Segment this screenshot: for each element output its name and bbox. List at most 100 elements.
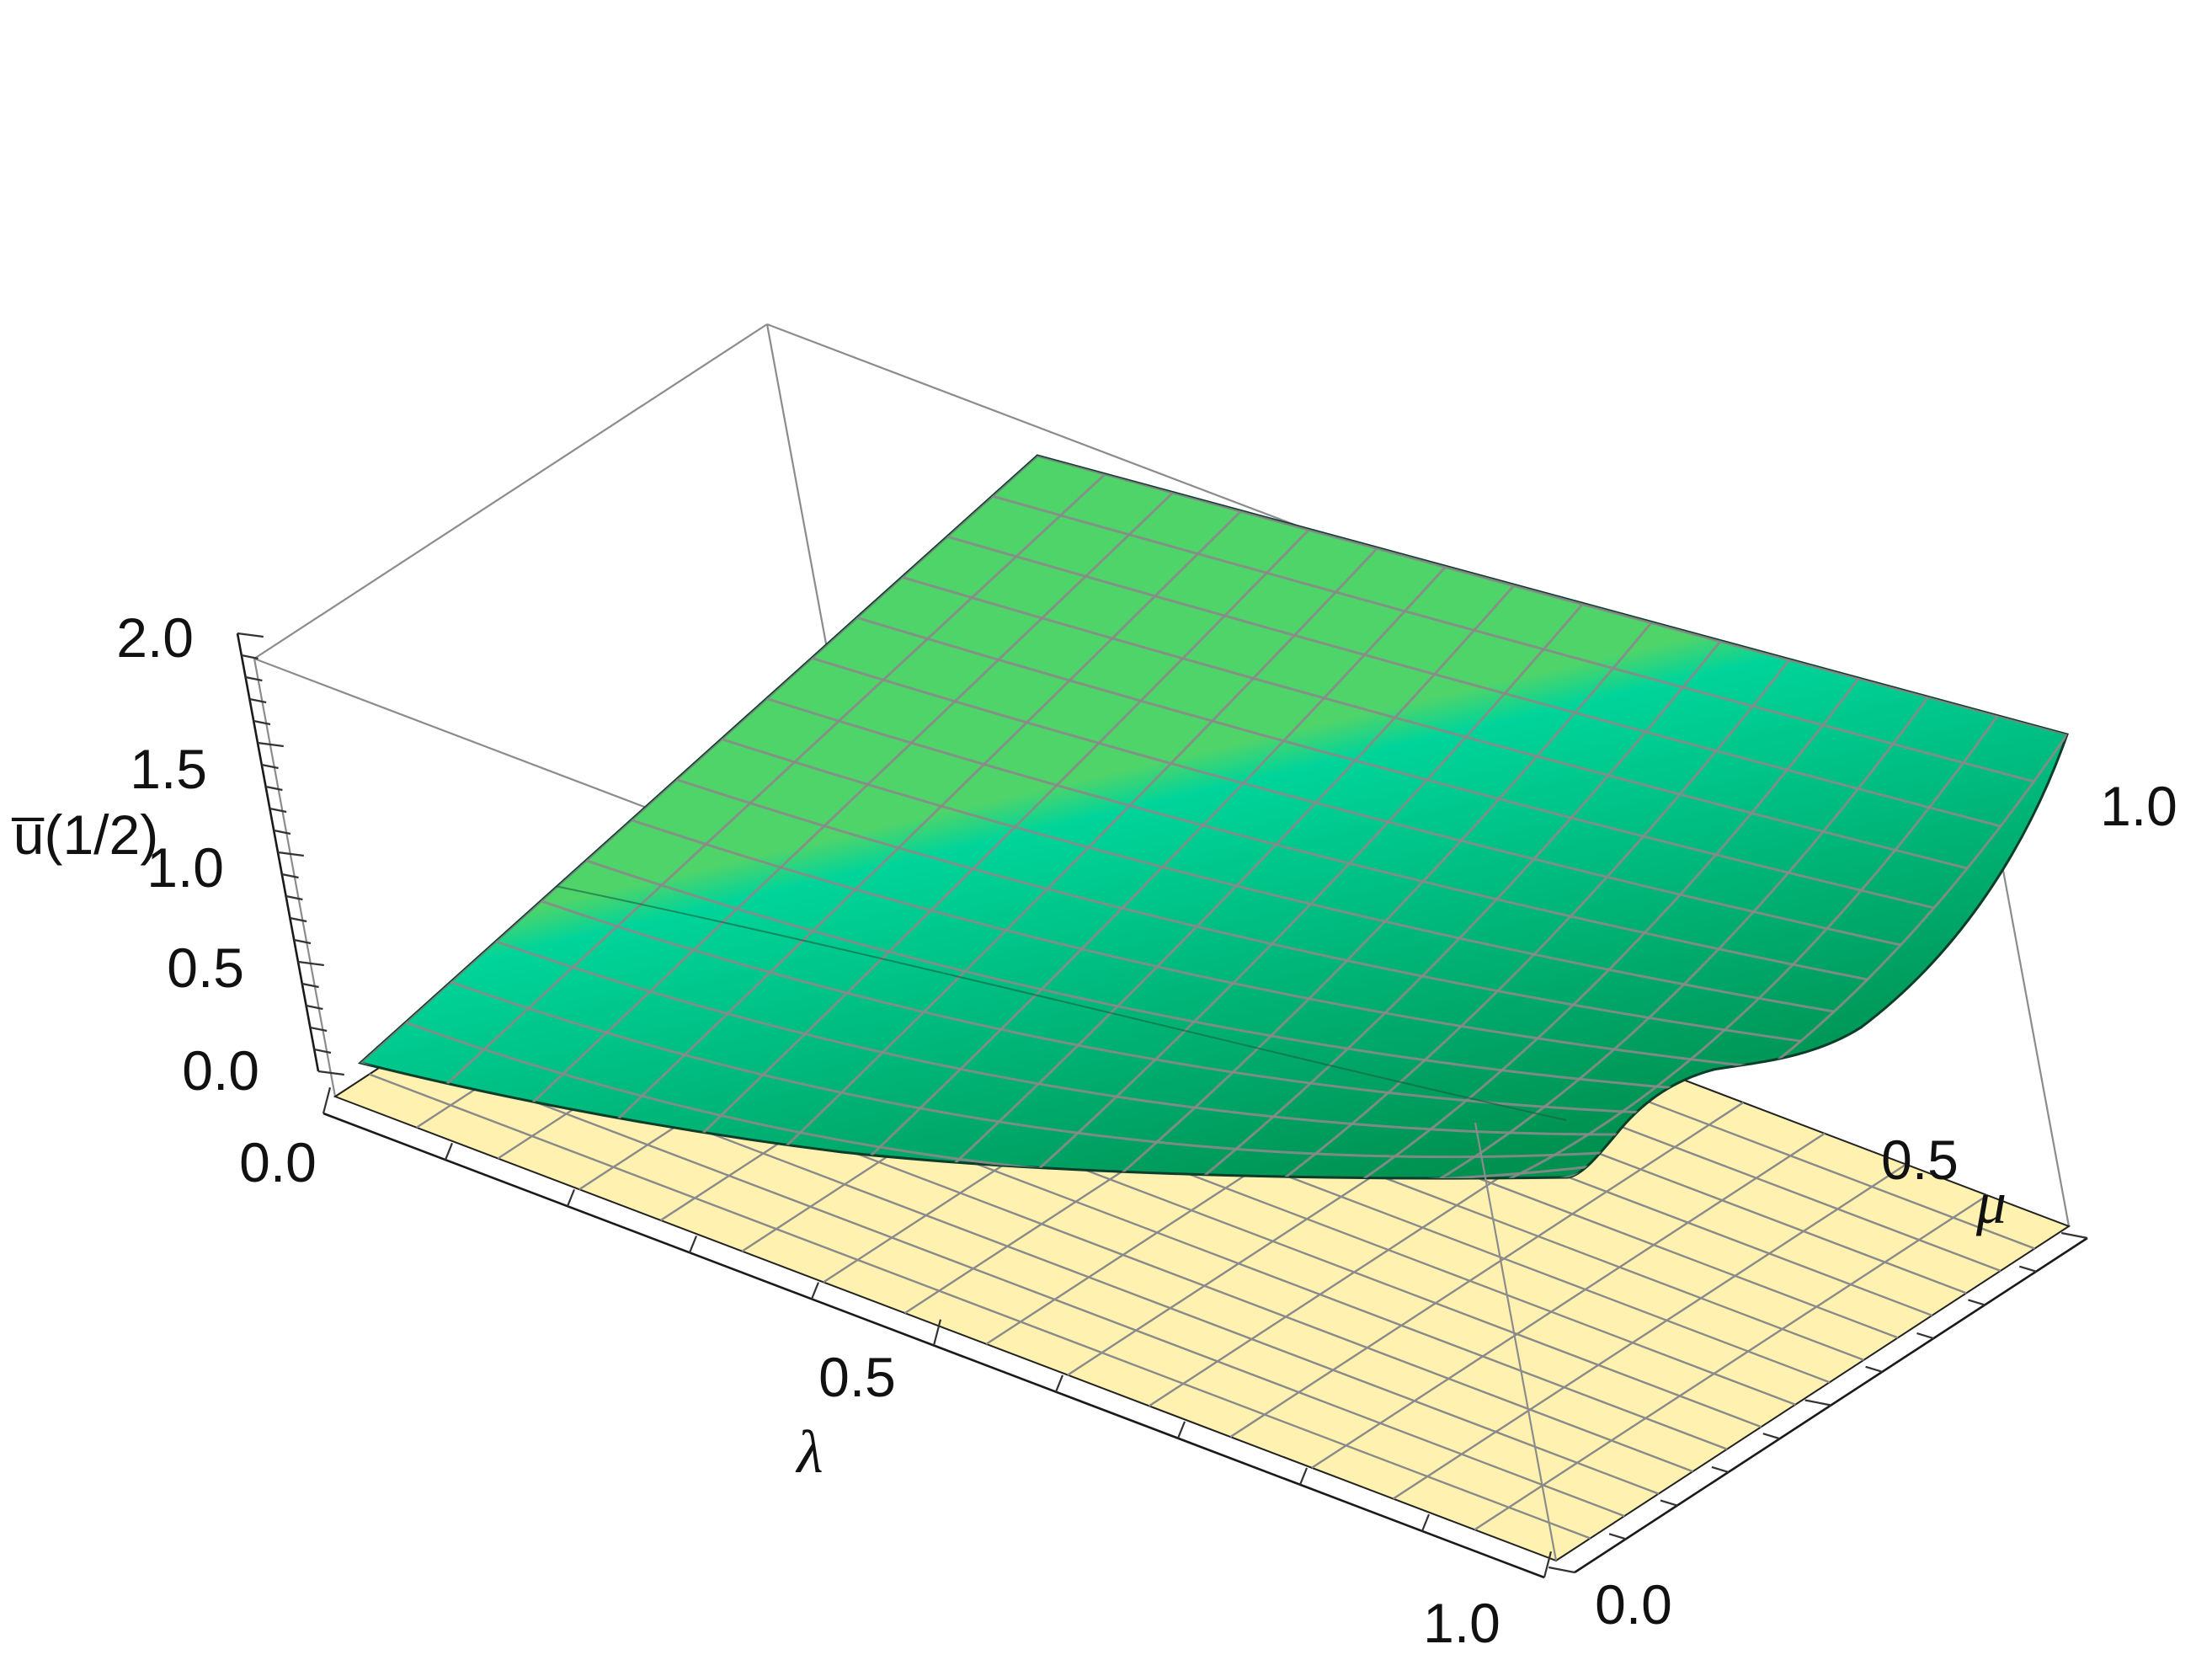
surface-mesh-line: [360, 456, 1039, 1065]
z-tick: [310, 1026, 328, 1033]
lambda-tick: [1420, 1513, 1431, 1532]
y-axis-label: μ: [1975, 1169, 2007, 1236]
z-tick-label: 2.0: [116, 606, 194, 669]
z-tick: [285, 894, 303, 901]
surface-mesh-line: [758, 547, 1378, 1173]
main-surface-mesh: [360, 456, 2067, 1179]
main-surface: [357, 454, 2069, 1180]
z-tick-label: 0.5: [167, 937, 244, 999]
surface-mesh-line: [856, 616, 1935, 910]
surface-mesh-line: [765, 697, 1868, 981]
mu-tick: [2060, 1231, 2088, 1240]
surface-mesh-line: [901, 575, 1968, 870]
surface-mesh-line: [991, 494, 2034, 783]
surface-mesh-line: [495, 940, 1668, 1136]
surface-mesh-line: [1241, 659, 1791, 1179]
z-tick: [253, 719, 271, 726]
z-tick: [265, 785, 283, 792]
bounding-box-front: [1474, 1122, 1558, 1561]
lambda-tick: [1298, 1467, 1309, 1486]
surface-mesh-line: [811, 656, 1901, 947]
surface-mesh-line: [999, 603, 1584, 1179]
axes: 0.0 0.5 1.0 0.0 0.5 1.0 0.0 0.5 1.0 1.5 2.0: [116, 606, 2177, 1654]
surface-mesh-line: [439, 472, 1106, 1092]
mu-tick: [2018, 1265, 2037, 1273]
lambda-tick: [566, 1188, 576, 1207]
lambda-tick: [1543, 1551, 1553, 1578]
mu-tick: [1711, 1465, 1730, 1473]
base-mesh-line: [1311, 1132, 1826, 1469]
mu-tick: [1865, 1365, 1883, 1373]
x-axis-label: λ: [795, 1418, 823, 1486]
z-tick: [261, 763, 279, 770]
surface-mesh-line: [1485, 715, 1999, 1179]
z-tick-label: 1.0: [147, 836, 224, 899]
lambda-tick: [1054, 1374, 1064, 1393]
z-tick: [281, 873, 299, 879]
z-tick: [301, 982, 319, 989]
surface-mesh-line: [675, 778, 1801, 1043]
surface-mesh-line: [405, 1021, 1602, 1179]
mu-tick: [1762, 1433, 1780, 1440]
z-tick-label: 1.5: [130, 738, 207, 800]
surface-mesh-line: [585, 859, 1735, 1094]
base-mesh-line: [369, 1073, 1591, 1540]
surface-mesh-line: [1323, 677, 1860, 1179]
z-tick: [237, 632, 264, 638]
base-mesh-line: [1393, 1163, 1907, 1500]
surface-mesh-line: [631, 819, 1768, 1070]
box-edge: [1474, 1122, 1558, 1561]
lambda-tick: [810, 1282, 820, 1300]
surface-mesh-line: [838, 566, 1447, 1179]
mu-tick: [1804, 1399, 1831, 1406]
mu-tick: [1548, 1566, 1575, 1574]
z-tick-label: 0.0: [182, 1039, 259, 1102]
z-tick: [306, 1004, 323, 1011]
surface-mesh-line: [598, 510, 1242, 1139]
mu-tick: [1916, 1332, 1934, 1340]
z-tick: [257, 741, 284, 748]
surface-mesh-line: [518, 492, 1174, 1117]
z-tick: [317, 1070, 344, 1076]
base-mesh-line: [1229, 1102, 1744, 1438]
z-tick: [313, 1048, 332, 1054]
mu-tick: [1660, 1499, 1678, 1507]
surface-mesh-line: [1160, 640, 1722, 1179]
lambda-tick: [932, 1319, 942, 1346]
surface-crease-line: [504, 875, 1567, 1121]
z-tick: [277, 851, 304, 857]
base-mesh-line: [402, 1050, 1625, 1518]
z-axis-label: u̅(1/2): [11, 803, 158, 866]
surface-mesh-line: [946, 535, 2001, 828]
surface-mesh-line: [1037, 456, 2067, 736]
surface-mesh-line: [721, 738, 1835, 1013]
surface-mesh-line: [1079, 622, 1653, 1179]
z-tick: [245, 675, 263, 682]
surface-mesh-line: [450, 980, 1635, 1159]
surface-mesh-line: [540, 899, 1702, 1116]
z-tick: [249, 697, 267, 704]
mu-tick: [1968, 1299, 1985, 1306]
mu-tick-label: 0.0: [1595, 1573, 1672, 1636]
z-tick: [269, 807, 287, 814]
z-tick: [273, 829, 291, 835]
lambda-tick-label: 0.5: [818, 1346, 896, 1408]
lambda-tick: [688, 1236, 698, 1253]
surface-mesh-line: [678, 529, 1310, 1157]
z-tick: [297, 960, 324, 967]
surface-mesh-line: [919, 584, 1515, 1179]
lambda-tick-label: 0.0: [239, 1131, 317, 1193]
box-edge: [253, 323, 768, 659]
lambda-tick-label: 1.0: [1423, 1592, 1500, 1654]
mu-tick-label: 1.0: [2100, 775, 2177, 837]
lambda-tick: [322, 1086, 332, 1114]
lambda-tick: [1176, 1421, 1186, 1439]
z-tick: [241, 654, 259, 660]
base-mesh-line: [1474, 1194, 1988, 1531]
surface-mesh-line: [1404, 697, 1929, 1179]
mu-tick-label: 0.5: [1881, 1129, 1959, 1191]
mu-tick: [1608, 1533, 1627, 1540]
z-tick: [290, 916, 307, 923]
z-tick: [293, 938, 312, 945]
